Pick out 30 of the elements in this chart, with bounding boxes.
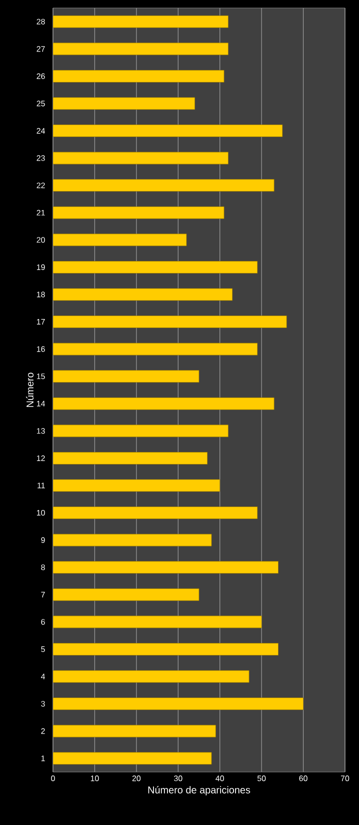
bar (53, 724, 216, 738)
bar (53, 15, 228, 28)
bar (53, 397, 274, 410)
bar (53, 534, 212, 546)
bar (53, 698, 304, 710)
bar (53, 124, 283, 137)
bar (53, 342, 258, 356)
bar (53, 670, 250, 683)
bar (53, 288, 233, 301)
bar (53, 370, 200, 383)
bar (53, 234, 187, 246)
bar (53, 561, 278, 574)
bar (53, 752, 212, 765)
bar (53, 206, 224, 219)
x-axis-title: Número de apariciones (148, 786, 250, 796)
bar (53, 506, 258, 519)
bar (53, 70, 224, 82)
bar (53, 479, 220, 492)
bar (53, 42, 228, 56)
bar (53, 97, 196, 110)
y-axis-title: Número (26, 372, 34, 407)
bar (53, 452, 208, 464)
bar (53, 316, 287, 328)
bar (53, 643, 278, 656)
bar (53, 616, 262, 628)
bar (53, 179, 274, 192)
bar (53, 152, 228, 164)
bar (53, 424, 228, 438)
bar (53, 261, 258, 274)
bar (53, 588, 200, 601)
